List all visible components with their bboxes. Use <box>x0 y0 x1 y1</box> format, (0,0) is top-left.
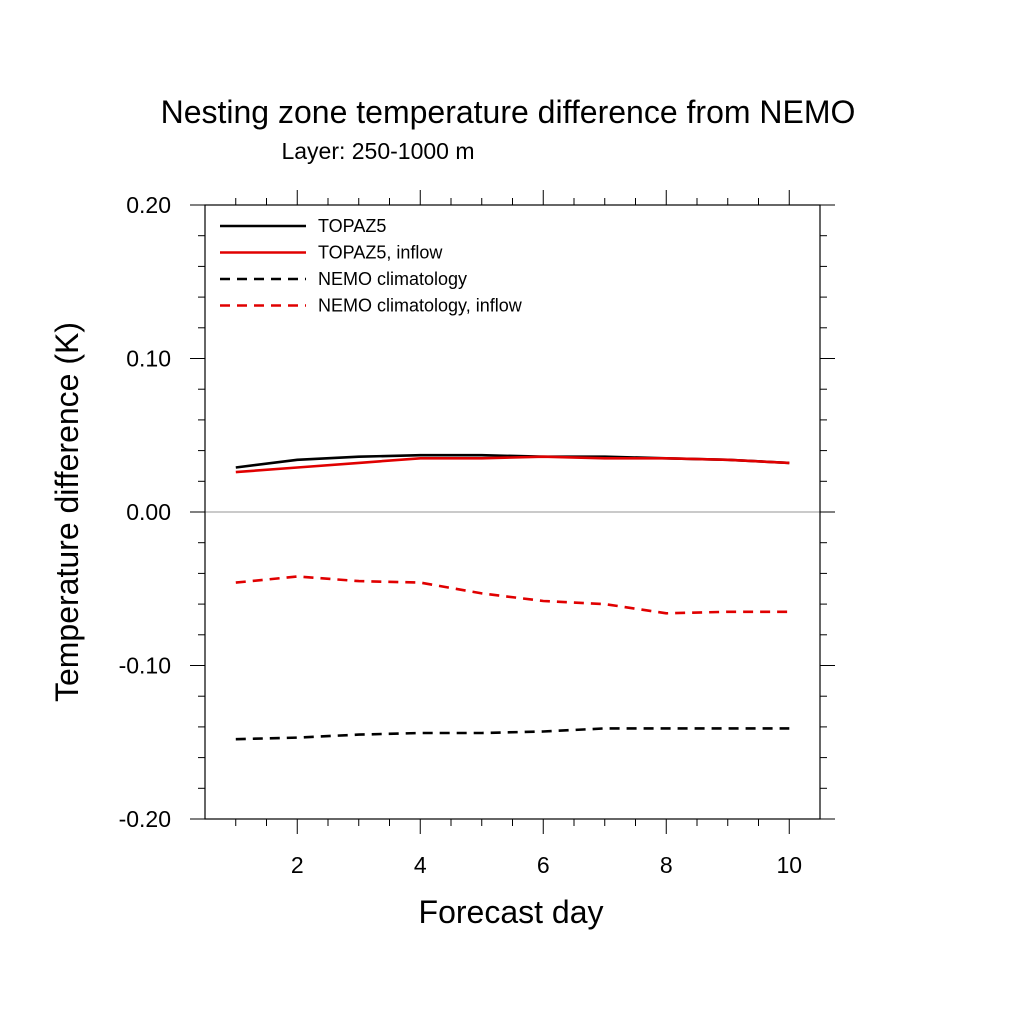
x-tick-label: 10 <box>776 852 802 878</box>
ticks-group <box>190 190 835 834</box>
y-tick-labels: -0.20 -0.10 0.00 0.10 0.20 <box>119 192 171 832</box>
chart-title: Nesting zone temperature difference from… <box>161 94 856 130</box>
x-tick-label: 8 <box>660 852 673 878</box>
series-group <box>235 453 790 741</box>
legend-label: TOPAZ5, inflow <box>318 243 443 263</box>
x-tick-label: 2 <box>291 852 304 878</box>
y-tick-label: 0.20 <box>126 192 171 218</box>
y-axis-label: Temperature difference (K) <box>49 322 85 702</box>
series-line-nemo-climatology <box>235 727 790 741</box>
plot-area <box>190 190 835 834</box>
x-tick-labels: 2 4 6 8 10 <box>291 852 802 878</box>
legend-label: NEMO climatology <box>318 269 467 289</box>
chart-subtitle: Layer: 250-1000 m <box>281 138 474 164</box>
x-tick-label: 6 <box>537 852 550 878</box>
legend-item: NEMO climatology <box>220 269 467 289</box>
legend-label: TOPAZ5 <box>318 216 386 236</box>
x-axis-label: Forecast day <box>419 894 604 930</box>
legend-item: NEMO climatology, inflow <box>220 296 523 316</box>
y-tick-label: 0.10 <box>126 346 171 372</box>
y-tick-label: -0.10 <box>119 653 171 679</box>
x-tick-label: 4 <box>414 852 427 878</box>
legend-item: TOPAZ5, inflow <box>220 243 443 263</box>
legend: TOPAZ5 TOPAZ5, inflow NEMO climatology NEMO… <box>220 216 523 316</box>
legend-item: TOPAZ5 <box>220 216 386 236</box>
y-tick-label: 0.00 <box>126 499 171 525</box>
y-tick-label: -0.20 <box>119 806 171 832</box>
legend-label: NEMO climatology, inflow <box>318 296 523 316</box>
series-line-nemo-climatology-inflow <box>235 575 790 615</box>
series-line-topaz5-inflow <box>235 455 790 474</box>
